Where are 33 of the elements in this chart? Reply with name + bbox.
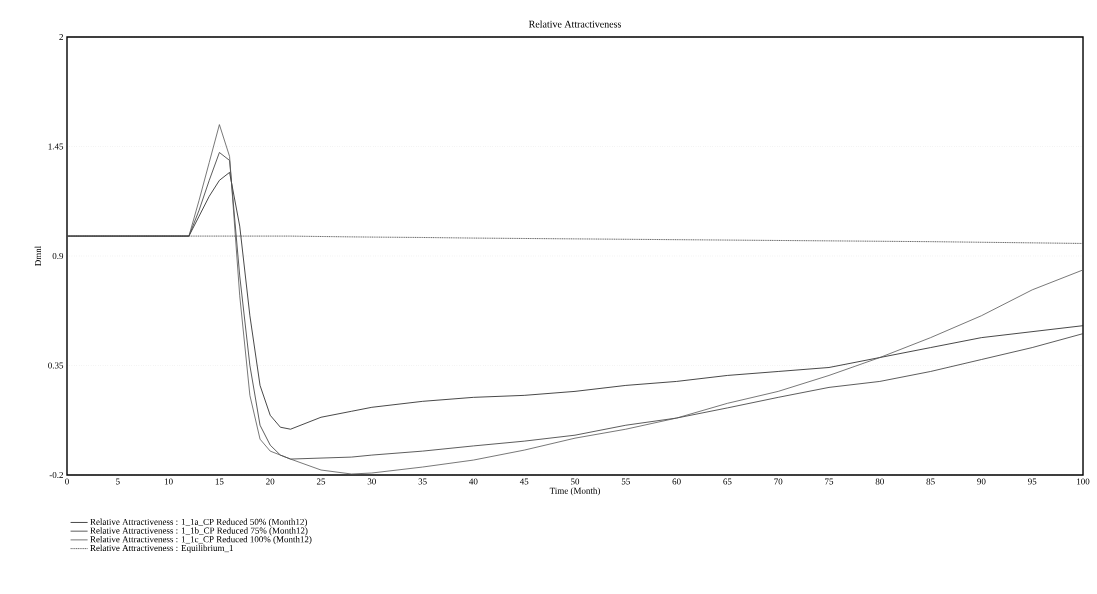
x-tick-label: 40 <box>469 478 478 485</box>
x-tick-label: 75 <box>825 478 834 485</box>
x-tick-label: 55 <box>621 478 630 485</box>
legend-label: Relative Attractiveness : 1_1b_CP Reduced 75% (Month12) <box>90 527 308 536</box>
x-tick-label: 45 <box>519 478 529 485</box>
x-tick-label: 80 <box>875 478 884 485</box>
x-tick-label: 100 <box>1077 478 1090 485</box>
x-tick-label: 60 <box>672 478 681 485</box>
legend-label: Relative Attractiveness : 1_1a_CP Reduced 50% (Month12) <box>90 518 307 527</box>
x-tick-label: 5 <box>116 478 120 485</box>
x-tick-label: 65 <box>723 478 732 485</box>
y-tick-label: 0.9 <box>52 252 64 260</box>
x-tick-label: 90 <box>977 478 986 485</box>
x-tick-label: 20 <box>266 478 275 485</box>
x-tick-label: 35 <box>418 478 427 485</box>
x-tick-label: 50 <box>571 478 580 485</box>
x-tick-label: 0 <box>65 478 69 485</box>
x-tick-label: 15 <box>215 478 224 485</box>
x-tick-label: 95 <box>1028 478 1037 485</box>
x-tick-label: 25 <box>316 478 326 485</box>
x-tick-label: 10 <box>164 478 173 485</box>
x-tick-label: 30 <box>367 478 376 485</box>
y-axis-title: Dmnl <box>34 245 41 266</box>
chart-title: Relative Attractiveness <box>528 20 621 28</box>
legend-label: Relative Attractiveness : Equilibrium_1 <box>90 544 233 553</box>
x-tick-label: 70 <box>774 478 783 485</box>
y-tick-label: 2 <box>59 34 63 40</box>
y-tick-label: -0.2 <box>49 471 63 479</box>
x-axis-title: Time (Month) <box>549 487 600 496</box>
x-tick-label: 85 <box>926 478 935 485</box>
y-tick-label: 1.45 <box>48 143 64 150</box>
legend-label: Relative Attractiveness : 1_1c_CP Reduced 100% (Month12) <box>90 536 312 545</box>
y-tick-label: 0.35 <box>48 362 64 369</box>
